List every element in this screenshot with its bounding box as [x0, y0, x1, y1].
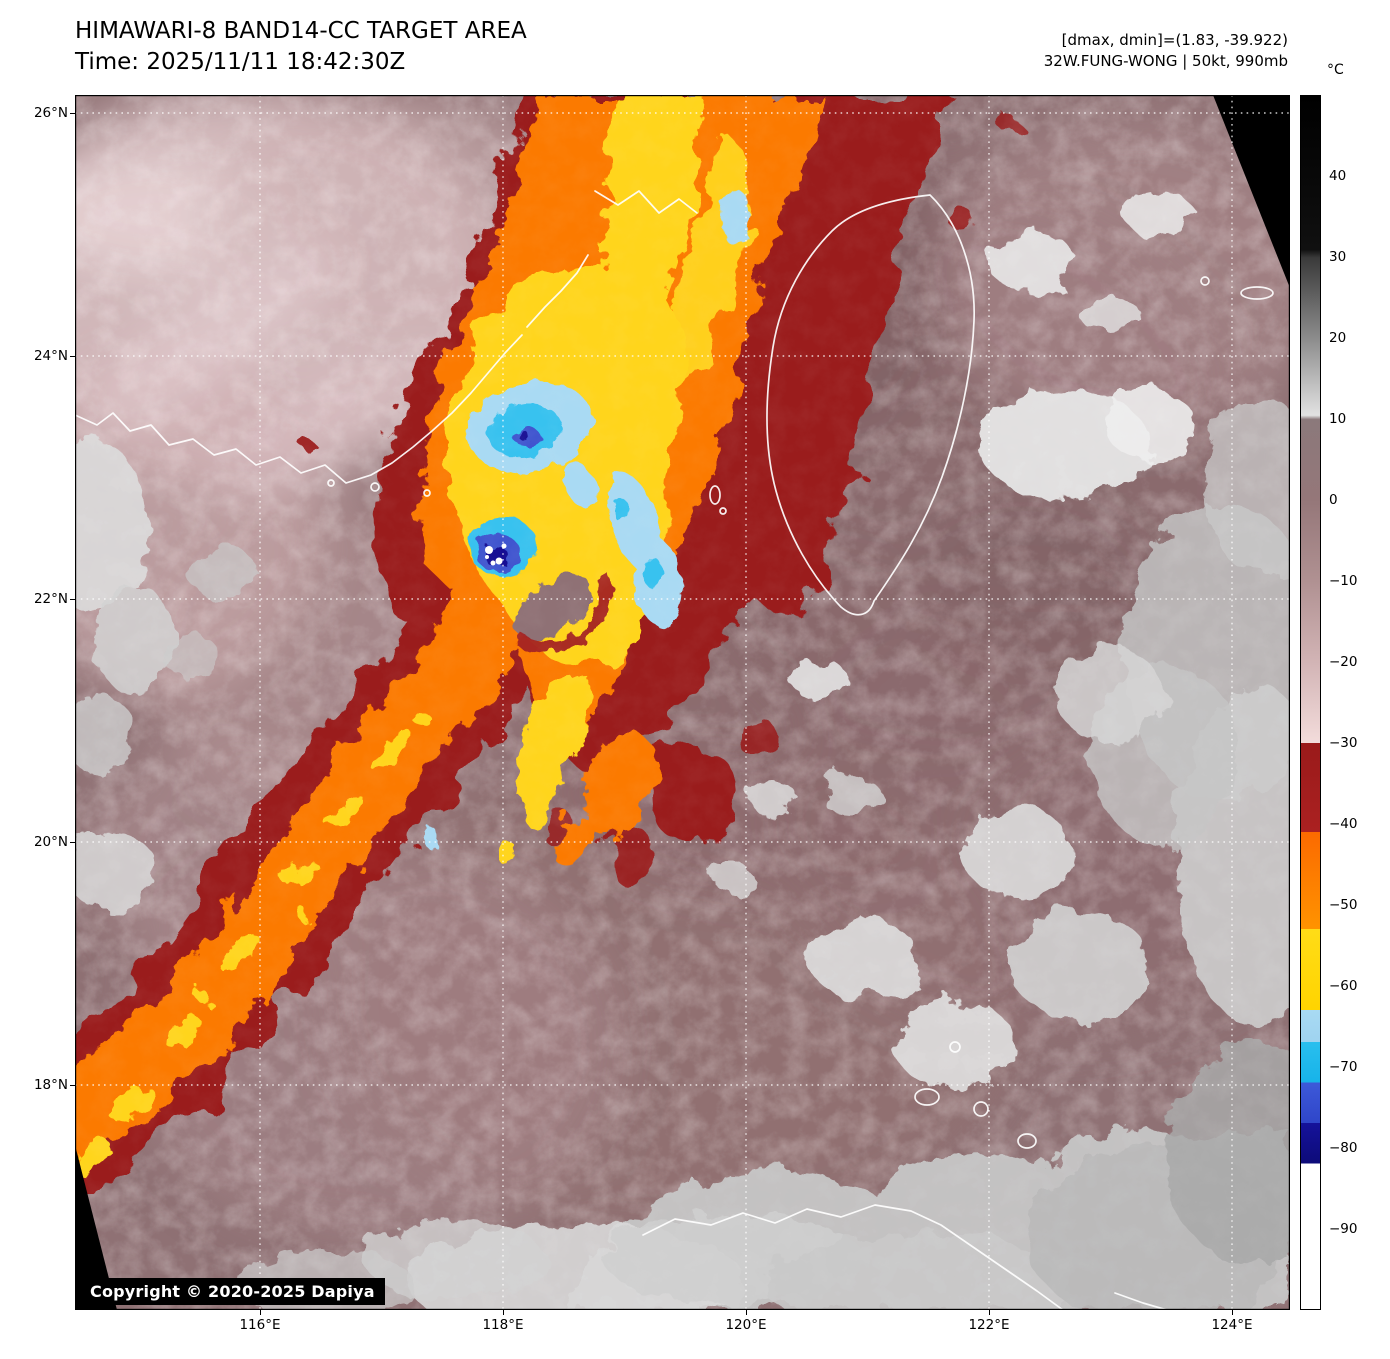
page-title: HIMAWARI-8 BAND14-CC TARGET AREA [75, 18, 527, 44]
scan-edge [75, 95, 1290, 1310]
lat-tick-label: 20°N [33, 834, 68, 850]
colorbar-tick-label: −70 [1329, 1059, 1358, 1075]
lon-tick-label: 122°E [968, 1317, 1010, 1333]
colorbar-tick-label: 10 [1329, 411, 1347, 427]
lon-tick-label: 118°E [482, 1317, 524, 1333]
lat-tick-label: 18°N [33, 1077, 68, 1093]
storm-info-label: 32W.FUNG-WONG | 50kt, 990mb [1043, 52, 1288, 70]
colorbar-tick-label: 40 [1329, 168, 1347, 184]
y-tick [70, 355, 75, 357]
figure-header: HIMAWARI-8 BAND14-CC TARGET AREA Time: 2… [75, 16, 527, 78]
copyright-badge: Copyright © 2020-2025 Dapiya [80, 1278, 385, 1305]
lat-tick-label: 24°N [33, 348, 68, 364]
colorbar-tick-label: 20 [1329, 330, 1347, 346]
y-tick [70, 598, 75, 600]
lon-tick-label: 124°E [1211, 1317, 1253, 1333]
map-panel: Copyright © 2020-2025 Dapiya [75, 95, 1290, 1310]
colorbar-tick-label: −60 [1329, 978, 1358, 994]
lat-tick-label: 22°N [33, 591, 68, 607]
colorbar-tick-label: −40 [1329, 816, 1358, 832]
colorbar-tick-label: 0 [1329, 492, 1338, 508]
coastlines [75, 190, 1274, 1310]
colorbar-tick-label: −50 [1329, 897, 1358, 913]
lon-tick-label: 116°E [239, 1317, 281, 1333]
satellite-image [75, 95, 1290, 1310]
colorbar-tick-label: −10 [1329, 573, 1358, 589]
colorbar-unit-label: °C [1327, 62, 1344, 78]
x-tick [1231, 1310, 1233, 1315]
map-border [75, 95, 1290, 1310]
x-tick [502, 1310, 504, 1315]
y-tick [70, 1084, 75, 1086]
colorbar-tick-label: −80 [1329, 1140, 1358, 1156]
lon-tick-label: 120°E [725, 1317, 767, 1333]
colorbar-tick-label: −30 [1329, 735, 1358, 751]
lat-tick-label: 26°N [33, 105, 68, 121]
y-tick [70, 112, 75, 114]
colorbar [1300, 95, 1321, 1310]
colorbar-tick-label: −90 [1329, 1221, 1358, 1237]
figure-header-right: [dmax, dmin]=(1.83, -39.922) 32W.FUNG-WO… [1044, 30, 1288, 72]
y-tick [70, 841, 75, 843]
x-tick [745, 1310, 747, 1315]
x-tick [988, 1310, 990, 1315]
colorbar-tick-label: 30 [1329, 249, 1347, 265]
colorbar-tick-label: −20 [1329, 654, 1358, 670]
x-tick [259, 1310, 261, 1315]
dmax-dmin-label: [dmax, dmin]=(1.83, -39.922) [1061, 31, 1288, 49]
timestamp-label: Time: 2025/11/11 18:42:30Z [75, 49, 406, 75]
